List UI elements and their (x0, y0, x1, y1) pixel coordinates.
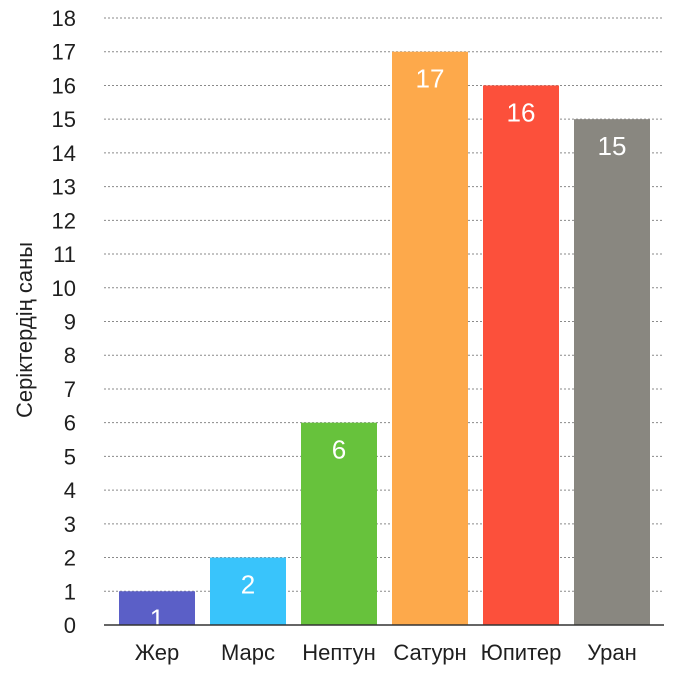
y-tick-label: 13 (52, 175, 76, 200)
y-tick-label: 10 (52, 276, 76, 301)
y-tick-label: 0 (64, 613, 76, 638)
category-label: Марс (221, 640, 275, 665)
y-tick-label: 18 (52, 6, 76, 31)
bar-value-label: 6 (332, 435, 346, 465)
y-tick-label: 16 (52, 73, 76, 98)
category-label: Нептун (302, 640, 376, 665)
y-tick-label: 17 (52, 40, 76, 65)
bar (210, 557, 286, 625)
y-tick-label: 6 (64, 411, 76, 436)
bar (483, 85, 559, 625)
bar (392, 51, 468, 625)
bar-value-label: 15 (598, 131, 627, 161)
y-tick-label: 3 (64, 512, 76, 537)
bars: 1 2 6 17 16 15 (119, 51, 650, 633)
y-tick-label: 5 (64, 444, 76, 469)
y-tick-label: 11 (53, 242, 76, 267)
bar-value-label: 16 (507, 97, 536, 127)
category-labels: Жер Марс Нептун Сатурн Юпитер Уран (135, 640, 637, 665)
y-tick-label: 15 (52, 107, 76, 132)
category-label: Уран (587, 640, 637, 665)
category-label: Юпитер (481, 640, 562, 665)
gridlines (104, 17, 664, 592)
y-tick-label: 7 (64, 377, 76, 402)
y-tick-label: 4 (64, 478, 76, 503)
y-tick-label: 2 (64, 546, 76, 571)
y-tick-label: 1 (64, 579, 76, 604)
bar-value-label: 17 (416, 64, 445, 94)
bar-value-label: 1 (150, 603, 164, 633)
y-tick-label: 8 (64, 343, 76, 368)
y-tick-label: 12 (52, 208, 76, 233)
bar (119, 591, 195, 625)
category-label: Жер (135, 640, 180, 665)
category-label: Сатурн (393, 640, 466, 665)
bar (574, 119, 650, 626)
y-axis-label: Серіктердің саны (12, 242, 37, 418)
y-tick-label: 9 (64, 310, 76, 335)
y-tick-label: 14 (52, 141, 76, 166)
bar-value-label: 2 (241, 570, 255, 600)
bar (301, 422, 377, 625)
